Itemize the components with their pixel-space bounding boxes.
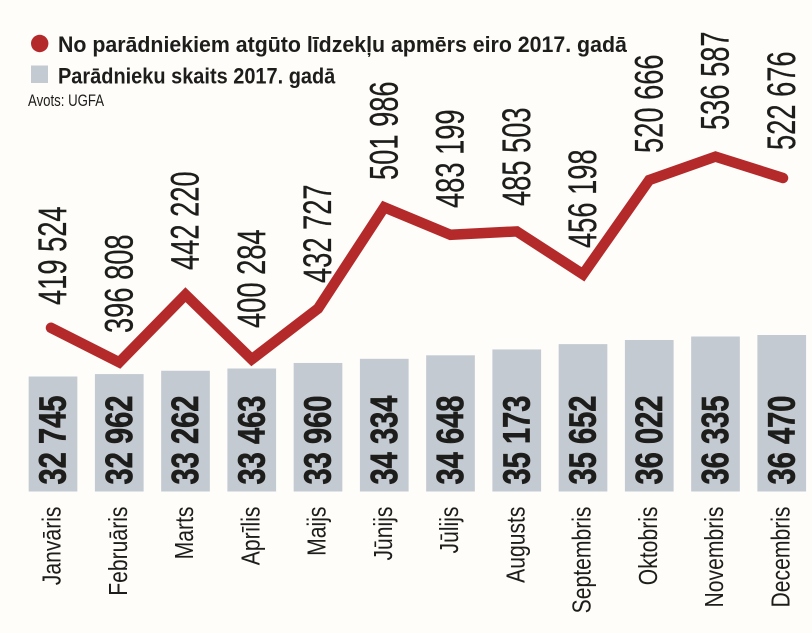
svg-text:Maijs: Maijs [304,507,333,556]
svg-text:33 262: 33 262 [165,396,208,485]
svg-text:501 986: 501 986 [362,81,406,180]
svg-text:Marts: Marts [171,507,200,560]
svg-text:Augusts: Augusts [502,507,531,583]
svg-text:32 745: 32 745 [32,396,75,485]
svg-text:Aprīlis: Aprīlis [237,507,266,566]
svg-text:Avots: UGFA: Avots: UGFA [28,92,104,111]
svg-text:536 587: 536 587 [693,31,737,130]
svg-text:432 727: 432 727 [296,184,340,283]
svg-text:Janvāris: Janvāris [39,507,68,586]
svg-text:Parādnieku skaits 2017. gadā: Parādnieku skaits 2017. gadā [58,65,336,89]
svg-text:522 676: 522 676 [760,51,804,150]
svg-text:Septembris: Septembris [569,507,598,614]
svg-text:396 808: 396 808 [97,234,141,333]
svg-text:36 335: 36 335 [695,396,738,485]
svg-text:36 470: 36 470 [761,396,804,485]
svg-text:Jūnijs: Jūnijs [370,507,399,561]
svg-text:Decembris: Decembris [767,507,796,608]
svg-text:456 198: 456 198 [561,149,605,248]
svg-text:33 960: 33 960 [297,396,340,485]
svg-text:442 220: 442 220 [163,171,207,270]
svg-text:Februāris: Februāris [105,507,134,596]
svg-text:34 648: 34 648 [430,396,473,485]
svg-text:33 463: 33 463 [231,396,274,485]
svg-text:400 284: 400 284 [230,229,274,328]
svg-text:483 199: 483 199 [428,109,472,208]
svg-text:35 652: 35 652 [562,396,605,485]
svg-text:No parādniekiem atgūto līdzekļ: No parādniekiem atgūto līdzekļu apmērs e… [58,32,628,57]
svg-text:520 666: 520 666 [627,54,671,153]
svg-text:34 334: 34 334 [363,395,406,484]
svg-text:419 524: 419 524 [31,206,75,305]
svg-text:36 022: 36 022 [628,396,671,485]
svg-text:Jūlijs: Jūlijs [436,507,465,554]
svg-text:485 503: 485 503 [495,107,539,206]
svg-text:Novembris: Novembris [701,507,730,608]
svg-text:32 962: 32 962 [98,396,141,485]
svg-text:35 173: 35 173 [496,396,539,485]
svg-text:Oktobris: Oktobris [635,507,664,586]
